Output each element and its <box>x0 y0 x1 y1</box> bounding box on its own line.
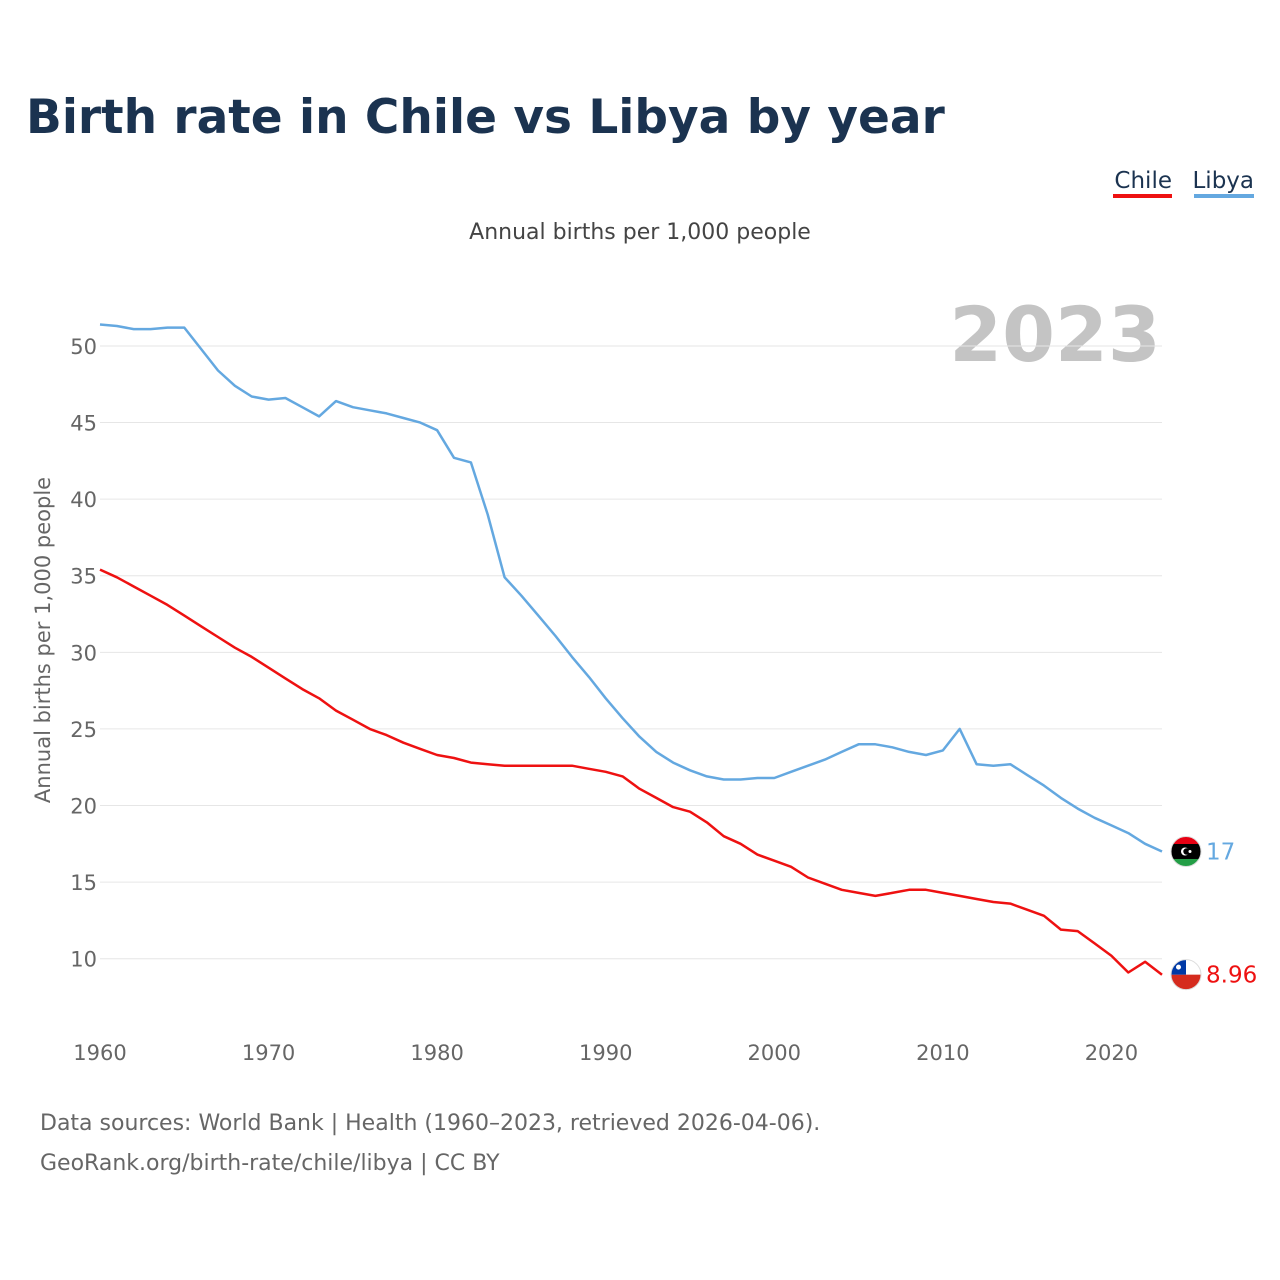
chile-flag-ring <box>1170 959 1202 991</box>
series-line-libya[interactable] <box>99 323 1163 853</box>
y-tick-label: 50 <box>70 335 97 359</box>
x-tick-label: 2000 <box>748 1041 801 1065</box>
x-tick-label: 2020 <box>1085 1041 1138 1065</box>
legend-swatch-libya <box>1194 194 1254 198</box>
source-text: Data sources: World Bank | Health (1960–… <box>40 1111 820 1136</box>
end-label-libya: 17 <box>1206 839 1235 865</box>
gridlines <box>100 345 1162 960</box>
x-tick-label: 2010 <box>916 1041 969 1065</box>
end-markers: 8.96 17 <box>1170 835 1257 991</box>
y-tick-label: 40 <box>70 488 97 512</box>
y-tick-label: 30 <box>70 641 97 665</box>
y-tick-label: 10 <box>70 948 97 972</box>
series-line-chile[interactable] <box>99 568 1163 976</box>
y-axis-label: Annual births per 1,000 people <box>31 477 55 803</box>
series-lines <box>99 323 1163 976</box>
x-tick-label: 1960 <box>73 1041 126 1065</box>
chart-subtitle: Annual births per 1,000 people <box>469 220 811 245</box>
chart-title: Birth rate in Chile vs Libya by year <box>26 90 946 145</box>
legend-swatch-chile <box>1113 194 1172 198</box>
legend: Chile Libya <box>1113 168 1254 198</box>
end-label-chile: 8.96 <box>1206 963 1257 989</box>
y-tick-label: 20 <box>70 795 97 819</box>
legend-label-chile[interactable]: Chile <box>1114 168 1172 194</box>
libya-flag-ring <box>1170 835 1202 867</box>
y-tick-label: 35 <box>70 565 97 589</box>
year-watermark: 2023 <box>949 290 1161 379</box>
x-tick-labels: 1960 1970 1980 1990 2000 2010 2020 <box>73 1041 1138 1065</box>
source-url[interactable]: GeoRank.org/birth-rate/chile/libya | CC … <box>40 1151 500 1176</box>
y-tick-label: 15 <box>70 871 97 895</box>
x-tick-label: 1980 <box>410 1041 463 1065</box>
legend-label-libya[interactable]: Libya <box>1192 168 1254 194</box>
y-tick-label: 45 <box>70 412 97 436</box>
libya-flag-icon <box>1171 836 1201 867</box>
x-tick-label: 1990 <box>579 1041 632 1065</box>
y-tick-labels: 10 15 20 25 30 35 40 45 50 <box>70 335 97 972</box>
y-tick-label: 25 <box>70 718 97 742</box>
x-tick-label: 1970 <box>242 1041 295 1065</box>
